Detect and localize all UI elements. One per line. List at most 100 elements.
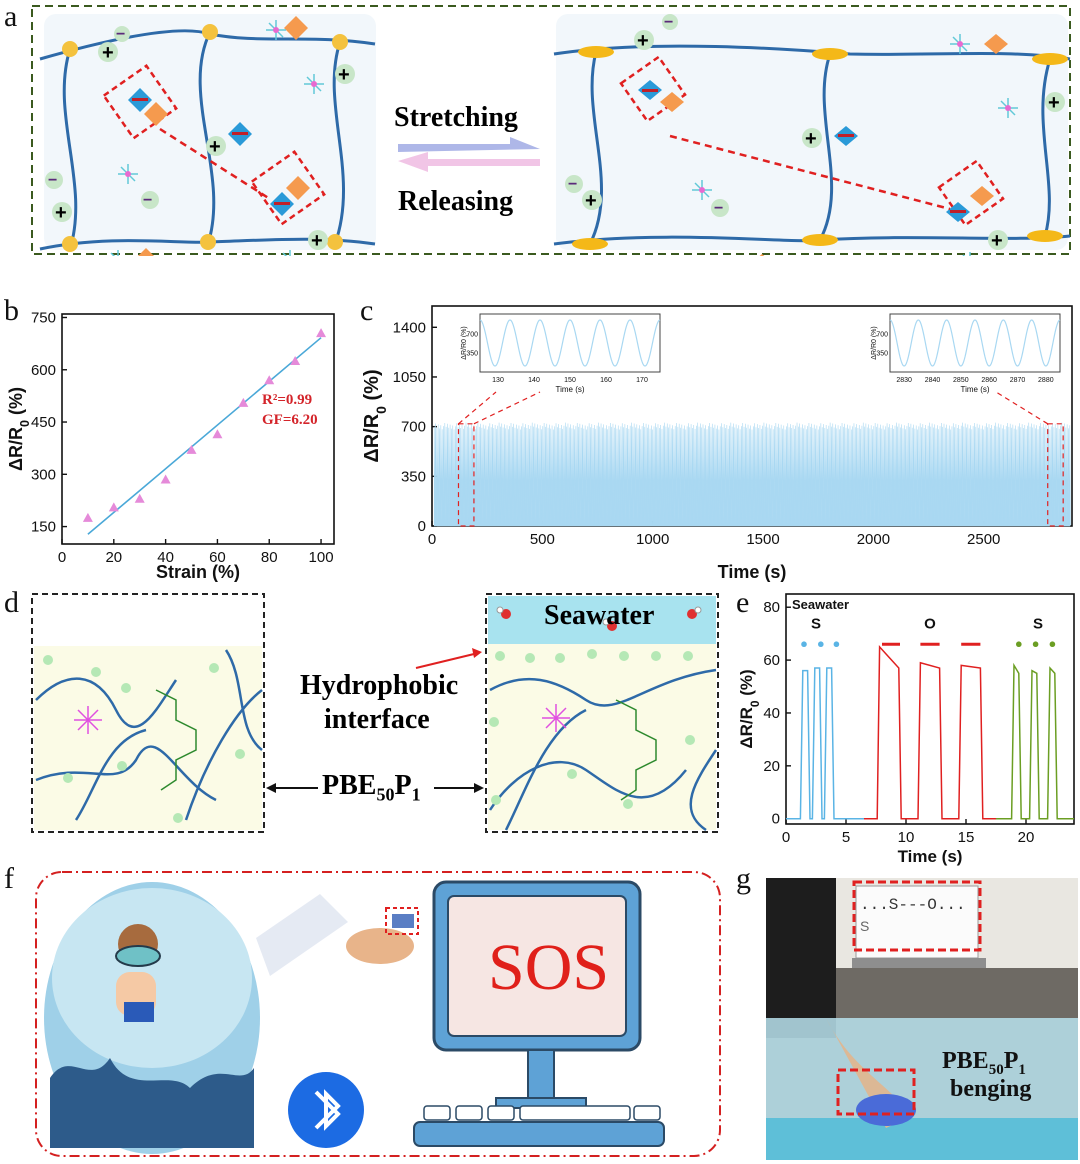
inset-2-xtick: 2880 (1038, 377, 1054, 384)
inset-1-frame (479, 313, 661, 373)
dot-mark (1016, 641, 1022, 648)
g-label-prefix: PBE (942, 1048, 989, 1074)
chart-c-ytick-label: 700 (401, 419, 426, 436)
chart-c-ytick-label: 1050 (393, 369, 426, 386)
chart-e: 0 5 10 15 20 0 20 40 60 80 Seawater S O S Time (s) ΔR/R… (737, 593, 1075, 866)
chart-b-xtick-label: 20 (105, 549, 122, 566)
chart-e-title: Seawater (792, 597, 849, 612)
pbe-label-sub1: 50 (376, 784, 395, 805)
svg-text:−: − (664, 14, 673, 31)
chart-e-ytick-label: 20 (763, 758, 780, 775)
chart-c-xtick-label: 2000 (857, 531, 890, 548)
zoom-lead (458, 391, 497, 425)
svg-text:+: + (585, 190, 597, 212)
chart-e-xtick-label: 20 (1018, 829, 1035, 846)
inset-1-xtick: 170 (636, 377, 648, 384)
chart-b-ytick-label: 450 (31, 414, 56, 431)
pbe-label-mid: P (394, 770, 412, 801)
chart-e-frame (785, 593, 1075, 825)
svg-text:+: + (102, 42, 114, 64)
panel-d-figure (31, 593, 719, 833)
chart-c-ytick-label: 1400 (393, 319, 426, 336)
zoom-lead (995, 391, 1049, 425)
pbe-label-prefix: PBE (322, 770, 377, 801)
inset-1-xtick: 140 (528, 377, 540, 384)
series-line (786, 667, 864, 820)
inset-2-trace (889, 319, 1061, 367)
inset-2-xtick: 2860 (981, 377, 997, 384)
chart-b-xtick-label: 0 (58, 549, 66, 566)
panel-f-figure (35, 871, 721, 1157)
inset-2-xtick: 2850 (953, 377, 969, 384)
data-point (212, 429, 223, 439)
svg-text:+: + (209, 136, 221, 158)
chart-e-xtick-label: 0 (782, 829, 790, 846)
chart-c-xtick-label: 500 (530, 531, 555, 548)
data-point (316, 328, 327, 338)
fit-line (87, 337, 322, 535)
chart-b: 0 20 40 60 80 100 150 300 450 600 750 R²=0.99 GF=6.2… (6, 309, 335, 582)
gf-annotation: GF=6.20 (262, 412, 318, 428)
dot-mark (1032, 641, 1039, 648)
inset-1-xtick: 130 (492, 377, 504, 384)
seawater-label: Seawater (544, 600, 655, 631)
chart-b-ylabel: ΔR/R0 (%) (6, 387, 32, 471)
svg-text:−: − (714, 200, 723, 217)
svg-text:−: − (143, 192, 152, 209)
chart-e-ytick-label: 80 (763, 599, 780, 616)
inset-1-ytick: 700 (466, 331, 478, 338)
data-point (264, 375, 275, 385)
data-point (238, 397, 249, 407)
chart-b-xtick-label: 80 (261, 549, 278, 566)
inset-2-ylabel: ΔR/R0 (%) (871, 326, 878, 359)
data-point (108, 502, 119, 512)
chart-b-xlabel: Strain (%) (156, 562, 240, 582)
chart-e-xtick-label: 5 (842, 829, 850, 846)
svg-text:+: + (805, 128, 817, 150)
dot-mark (818, 641, 824, 648)
hydrophobic-label-1: Hydrophobic (300, 670, 459, 701)
chart-c-xlabel: Time (s) (718, 562, 787, 582)
inset-2-ytick: 700 (876, 331, 888, 338)
series-line (864, 644, 996, 820)
svg-text:+: + (1048, 92, 1060, 114)
laptop-screen-small: S (860, 918, 870, 934)
inset-1-ytick: 350 (466, 351, 478, 358)
inset-1-xtick: 150 (564, 377, 576, 384)
inset-2-xtick: 2840 (925, 377, 941, 384)
chart-b-ytick-label: 750 (31, 309, 56, 326)
panel-label-b: b (4, 294, 19, 327)
chart-b-xtick-label: 40 (157, 549, 174, 566)
panel-label-d: d (4, 586, 19, 619)
inset-1-trace (479, 319, 661, 367)
inset-2-ytick: 350 (876, 351, 888, 358)
chart-c-xtick-label: 1500 (746, 531, 779, 548)
chart-b-frame (61, 313, 335, 545)
inset-2-xtick: 2830 (896, 377, 912, 384)
sos-screen-text: SOS (488, 931, 610, 1004)
inset-2-xtick: 2870 (1010, 377, 1026, 384)
panel-label-e: e (736, 586, 750, 619)
chart-b-xtick-label: 100 (309, 549, 334, 566)
chart-c-xtick-label: 1000 (636, 531, 669, 548)
inset-1-xtick: 160 (600, 377, 612, 384)
chart-c-ytick-label: 0 (418, 518, 426, 535)
svg-text:+: + (55, 202, 67, 224)
chart-b-ytick-label: 600 (31, 362, 56, 379)
chart-e-ytick-label: 0 (772, 811, 780, 828)
inset-1-ylabel: ΔR/R0 (%) (461, 326, 468, 359)
chart-c-xtick-label: 2500 (967, 531, 1000, 548)
panel-label-a: a (4, 0, 18, 33)
data-point (134, 493, 145, 503)
dot-mark (1049, 641, 1056, 648)
chart-e-ytick-label: 60 (763, 652, 780, 669)
panel-label-f: f (4, 862, 14, 895)
g-label-sub2: 1 (1018, 1061, 1026, 1078)
chart-e-xtick-label: 15 (958, 829, 975, 846)
panel-label-g: g (736, 862, 751, 895)
chart-c-ytick-label: 350 (401, 468, 426, 485)
dot-mark (801, 641, 807, 648)
inset-2-xlabel: Time (s) (960, 385, 989, 394)
chart-b-xtick-label: 60 (209, 549, 226, 566)
svg-text:+: + (637, 30, 649, 52)
